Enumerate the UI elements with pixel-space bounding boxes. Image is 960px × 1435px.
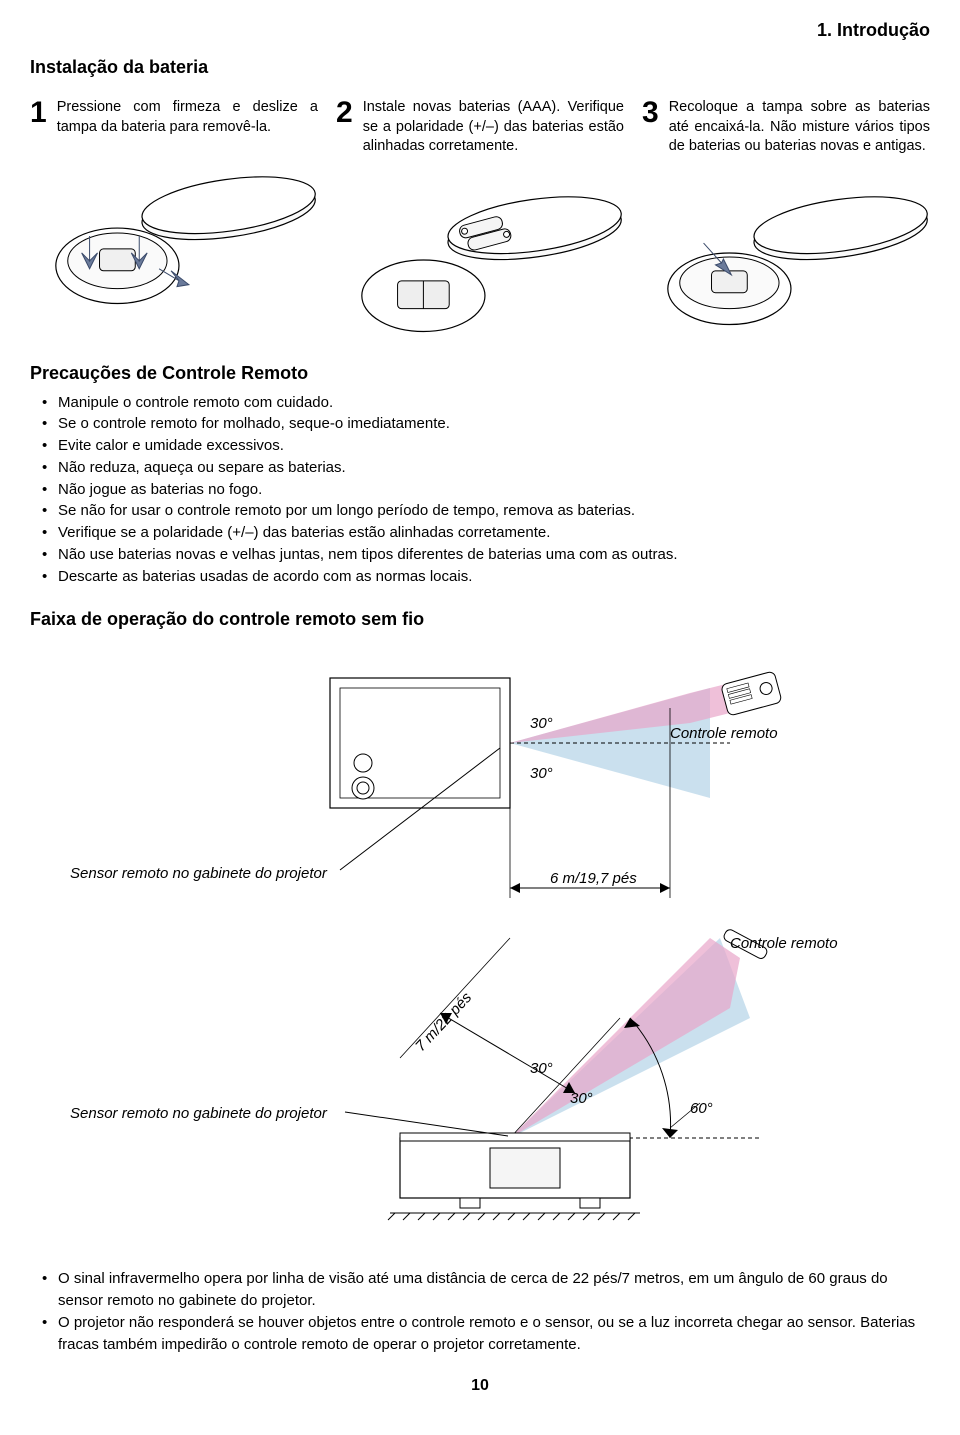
step-3-illustration — [642, 171, 930, 341]
precautions-title: Precauções de Controle Remoto — [30, 363, 930, 384]
page-number: 10 — [30, 1377, 930, 1395]
precaution-item: Se o controle remoto for molhado, seque-… — [58, 413, 930, 435]
remote-icon-top — [721, 671, 782, 716]
step-2-text: Instale novas baterias (AAA). Verifique … — [363, 98, 624, 157]
notes-list: O sinal infravermelho opera por linha de… — [30, 1268, 930, 1355]
step-3: 3 Recoloque a tampa sobre as baterias at… — [642, 98, 930, 341]
precaution-item: Não jogue as baterias no fogo. — [58, 479, 930, 501]
precaution-item: Evite calor e umidade excessivos. — [58, 435, 930, 457]
step-1-number: 1 — [30, 98, 47, 137]
precaution-item: Não use baterias novas e velhas juntas, … — [58, 544, 930, 566]
angle-label-30b: 30° — [530, 765, 553, 782]
note-item: O sinal infravermelho opera por linha de… — [58, 1268, 930, 1312]
step-2-number: 2 — [336, 98, 353, 157]
step-3-text: Recoloque a tampa sobre as baterias até … — [669, 98, 930, 157]
precaution-item: Verifique se a polaridade (+/–) das bate… — [58, 522, 930, 544]
distance-2-label: 7 m/22 pés — [412, 989, 475, 1055]
step-1: 1 Pressione com firmeza e deslize a tamp… — [30, 98, 318, 341]
step-1-illustration — [30, 151, 318, 321]
range-title: Faixa de operação do controle remoto sem… — [30, 609, 930, 630]
step-3-number: 3 — [642, 98, 659, 157]
precaution-item: Não reduza, aqueça ou separe as baterias… — [58, 457, 930, 479]
remote-label-side: Controle remoto — [730, 935, 838, 952]
angle-label-30a: 30° — [530, 715, 553, 732]
remote-label-top: Controle remoto — [670, 725, 778, 742]
step-2-illustration — [336, 171, 624, 341]
sensor-label-top: Sensor remoto no gabinete do projetor — [70, 865, 328, 882]
precaution-item: Manipule o controle remoto com cuidado. — [58, 392, 930, 414]
battery-steps-row: 1 Pressione com firmeza e deslize a tamp… — [30, 98, 930, 341]
precautions-list: Manipule o controle remoto com cuidado. … — [30, 392, 930, 588]
step-1-text: Pressione com firmeza e deslize a tampa … — [57, 98, 318, 137]
range-diagram: 30° 30° Controle remoto Sensor remoto no… — [30, 638, 930, 1238]
distance-1-label: 6 m/19,7 pés — [550, 870, 637, 887]
precaution-item: Se não for usar o controle remoto por um… — [58, 500, 930, 522]
step-2: 2 Instale novas baterias (AAA). Verifiqu… — [336, 98, 624, 341]
note-item: O projetor não responderá se houver obje… — [58, 1312, 930, 1356]
sensor-label-side: Sensor remoto no gabinete do projetor — [70, 1105, 328, 1122]
precaution-item: Descarte as baterias usadas de acordo co… — [58, 566, 930, 588]
chapter-title: 1. Introdução — [30, 20, 930, 41]
section-title: Instalação da bateria — [30, 57, 930, 78]
